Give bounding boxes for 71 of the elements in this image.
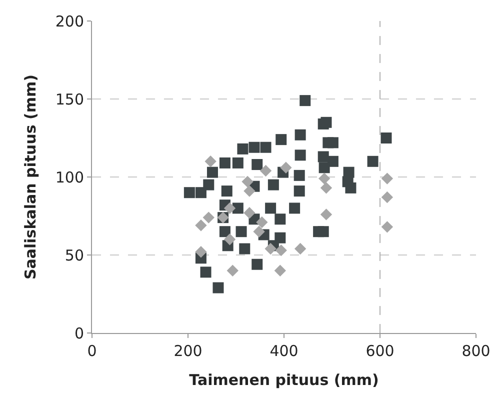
x-tick-label: 400 xyxy=(270,342,298,360)
point xyxy=(327,156,338,167)
point xyxy=(294,242,306,255)
point xyxy=(275,244,287,256)
x-axis-title: Taimenen pituus (mm) xyxy=(189,371,379,389)
point xyxy=(320,182,332,194)
y-tick-label: 0 xyxy=(74,324,84,342)
point xyxy=(195,246,207,258)
point xyxy=(212,282,224,294)
point xyxy=(320,116,332,128)
point xyxy=(289,202,300,214)
point xyxy=(280,162,292,174)
point xyxy=(256,216,268,228)
point xyxy=(381,172,394,184)
point xyxy=(195,220,207,232)
x-tick-label: 800 xyxy=(462,342,490,360)
y-tick-label: 100 xyxy=(55,168,84,186)
point xyxy=(381,221,394,233)
point xyxy=(268,179,279,190)
point xyxy=(294,170,305,181)
point xyxy=(226,264,238,276)
point xyxy=(195,187,206,198)
point xyxy=(248,142,260,153)
y-tick-label: 150 xyxy=(55,90,84,108)
point xyxy=(244,207,256,219)
point xyxy=(274,214,286,225)
x-tick-label: 0 xyxy=(87,342,97,360)
y-tick-label: 50 xyxy=(64,246,84,264)
point xyxy=(239,243,250,254)
point xyxy=(224,202,236,214)
point xyxy=(202,212,214,224)
point xyxy=(206,166,218,178)
point xyxy=(252,159,263,170)
point xyxy=(320,208,332,220)
point xyxy=(242,176,254,188)
x-tick-label: 600 xyxy=(366,342,394,360)
point xyxy=(236,226,247,238)
point xyxy=(200,266,212,278)
point xyxy=(253,226,265,238)
point xyxy=(318,151,329,162)
point xyxy=(367,156,378,167)
x-tick-label: 200 xyxy=(174,342,202,360)
point xyxy=(294,186,305,197)
point xyxy=(264,242,276,255)
point xyxy=(274,264,286,276)
point xyxy=(300,95,311,106)
point xyxy=(224,234,236,246)
point xyxy=(184,187,195,198)
point xyxy=(219,226,230,238)
point xyxy=(221,186,232,197)
point xyxy=(260,164,272,177)
point xyxy=(318,172,330,184)
point xyxy=(232,202,244,214)
point xyxy=(327,137,338,148)
point xyxy=(318,226,329,238)
point xyxy=(381,191,394,204)
point xyxy=(265,202,276,214)
point xyxy=(294,129,306,140)
point xyxy=(204,156,216,168)
point xyxy=(380,132,392,144)
point xyxy=(260,142,272,153)
point xyxy=(219,157,230,168)
y-tick-label: 200 xyxy=(55,12,84,30)
point xyxy=(232,157,244,168)
point xyxy=(294,150,306,161)
point xyxy=(252,258,263,270)
y-axis-title: Saaliskalan pituus (mm) xyxy=(22,74,40,280)
point xyxy=(342,176,354,188)
point xyxy=(237,143,248,154)
point xyxy=(244,185,256,197)
point xyxy=(276,134,287,146)
